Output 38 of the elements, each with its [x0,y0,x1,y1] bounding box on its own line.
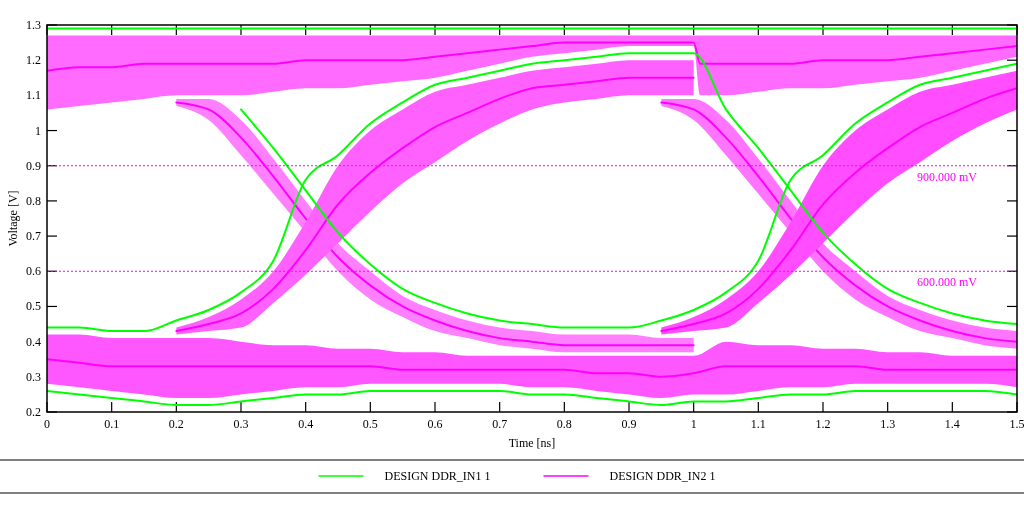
x-tick-label: 1.1 [750,417,766,431]
x-tick-label: 0.6 [427,417,443,431]
y-tick-label: 1.1 [26,88,41,103]
legend-label: DESIGN DDR_IN1 1 [384,469,491,483]
x-tick-label: 0.7 [492,417,508,431]
line-series [47,389,1017,406]
x-tick-label: 0 [44,417,50,431]
y-tick-label: 0.8 [26,193,41,208]
line-series [47,52,1017,333]
x-tick-label: 0.9 [621,417,637,431]
x-axis-title: Time [ns] [508,436,556,450]
x-tick-label: 0.1 [104,417,120,431]
x-tick-label: 0.5 [362,417,378,431]
y-axis-title: Voltage [V] [6,190,20,247]
y-tick-label: 0.2 [26,405,41,419]
ref-line-label: 600.000 mV [917,275,978,290]
y-tick-label: 0.7 [26,229,41,244]
y-tick-label: 0.6 [26,264,41,279]
x-tick-label: 1.4 [944,417,960,431]
line-series [47,358,1017,378]
x-tick-label: 1 [690,417,697,431]
y-tick-label: 1.2 [26,53,41,68]
x-tick-label: 0.3 [233,417,249,431]
x-tick-label: 1.3 [880,417,896,431]
y-tick-label: 1.3 [26,18,41,32]
y-tick-label: 0.3 [26,369,41,384]
x-tick-label: 1.2 [815,417,831,431]
y-tick-label: 0.9 [26,158,41,173]
x-tick-label: 1.5 [1009,417,1024,431]
x-tick-label: 0.2 [168,417,184,431]
x-tick-label: 0.8 [556,417,572,431]
ref-line-label: 900.000 mV [917,169,978,184]
x-tick-label: 0.4 [298,417,314,431]
y-tick-label: 0.5 [26,299,41,314]
y-tick-label: 1 [35,123,41,138]
line-series [47,41,1017,72]
legend-label: DESIGN DDR_IN2 1 [609,469,716,483]
y-tick-label: 0.4 [26,334,41,349]
